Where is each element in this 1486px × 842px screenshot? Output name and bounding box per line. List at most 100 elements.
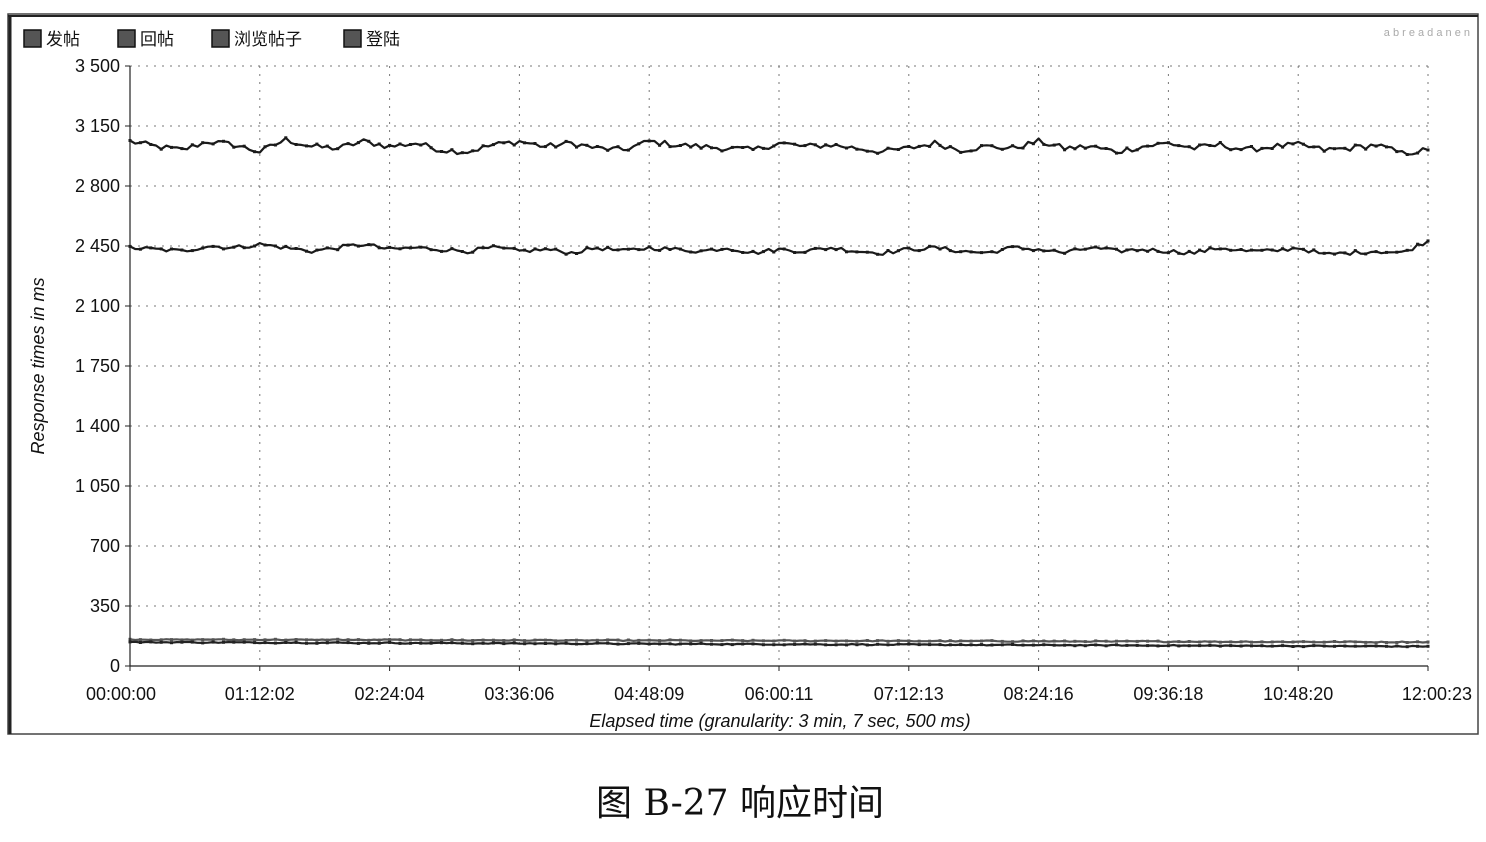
series-3-point	[149, 640, 152, 643]
series-3-point	[845, 643, 848, 646]
x-tick-label-5: 06:00:11	[745, 684, 814, 704]
series-3-point	[482, 642, 485, 645]
series-0-point	[305, 144, 308, 147]
series-2-point	[336, 638, 339, 641]
series-3-point	[357, 642, 360, 645]
series-2-point	[170, 638, 173, 641]
series-3-point	[1229, 644, 1232, 647]
series-1-point	[367, 243, 370, 246]
series-0-point	[523, 141, 526, 144]
series-3-point	[970, 643, 973, 646]
series-0-point	[772, 145, 775, 148]
series-2-point	[1157, 640, 1160, 643]
series-2-point	[939, 639, 942, 642]
series-0-point	[575, 146, 578, 149]
series-1-point	[160, 247, 163, 250]
y-tick-label-10: 0	[110, 656, 120, 676]
series-2-point	[949, 639, 952, 642]
series-0-point	[939, 144, 942, 147]
series-3-point	[772, 643, 775, 646]
series-3-point	[1136, 644, 1139, 647]
series-2-point	[513, 638, 516, 641]
x-tick-label-1: 01:12:02	[225, 684, 295, 704]
series-1-point	[679, 248, 682, 251]
series-0-point	[1094, 145, 1097, 148]
series-3-point	[1427, 645, 1430, 648]
series-2-point	[855, 640, 858, 643]
series-0-point	[1375, 145, 1378, 148]
y-tick-label-2: 2 800	[75, 176, 120, 196]
y-tick-label-6: 1 400	[75, 416, 120, 436]
series-1-point	[606, 246, 609, 249]
series-0-point	[990, 144, 993, 147]
series-0-point	[752, 148, 755, 151]
series-3-point	[544, 642, 547, 645]
legend-label-1: 回帖	[140, 30, 174, 50]
series-3-point	[783, 643, 786, 646]
series-1-point	[845, 250, 848, 253]
series-2-point	[1323, 641, 1326, 644]
x-tick-label-0: 00:00:00	[86, 684, 156, 704]
series-2-point	[1250, 641, 1253, 644]
series-0-point	[1157, 142, 1160, 145]
series-1-point	[336, 248, 339, 251]
series-0-point	[565, 140, 568, 143]
series-0-point	[284, 136, 287, 139]
series-2-point	[835, 640, 838, 643]
series-2-point	[866, 639, 869, 642]
series-3-point	[627, 642, 630, 645]
series-1-point	[1375, 250, 1378, 253]
series-3-point	[347, 641, 350, 644]
series-1-point	[814, 247, 817, 250]
series-3-point	[658, 642, 661, 645]
series-0-point	[232, 146, 235, 149]
series-0-point	[835, 143, 838, 146]
series-2-point	[700, 639, 703, 642]
series-0-point	[513, 144, 516, 147]
series-3-point	[1395, 645, 1398, 648]
series-1-point	[959, 250, 962, 253]
series-3-point	[502, 642, 505, 645]
series-2-point	[793, 640, 796, 643]
series-3-point	[689, 642, 692, 645]
series-0-point	[814, 143, 817, 146]
series-0-point	[907, 145, 910, 148]
series-3-point	[409, 642, 412, 645]
series-2-point	[1053, 640, 1056, 643]
series-3-point	[160, 641, 163, 644]
series-3-point	[399, 642, 402, 645]
series-0-point	[1115, 152, 1118, 155]
series-3-point	[814, 643, 817, 646]
series-0-point	[430, 146, 433, 149]
series-0-point	[1022, 147, 1025, 150]
series-2-point	[1136, 640, 1139, 643]
series-3-point	[1333, 645, 1336, 648]
series-2-point	[1427, 641, 1430, 644]
series-2-point	[606, 638, 609, 641]
series-1-point	[1042, 249, 1045, 252]
series-3-point	[336, 641, 339, 644]
series-2-point	[897, 639, 900, 642]
series-0-point	[783, 141, 786, 144]
y-tick-label-9: 350	[90, 596, 120, 616]
series-3-point	[305, 642, 308, 645]
series-3-point	[1073, 644, 1076, 647]
series-1-point	[502, 247, 505, 250]
series-0-point	[399, 143, 402, 146]
series-1-point	[378, 246, 381, 249]
series-2-point	[1115, 640, 1118, 643]
series-1-point	[939, 248, 942, 251]
y-tick-label-7: 1 050	[75, 476, 120, 496]
series-2-point	[326, 639, 329, 642]
series-0-point	[1333, 147, 1336, 150]
series-3-point	[1188, 644, 1191, 647]
series-0-point	[1011, 144, 1014, 147]
series-2-point	[887, 640, 890, 643]
y-tick-label-1: 3 150	[75, 116, 120, 136]
series-1-point	[1125, 249, 1128, 252]
series-0-point	[606, 149, 609, 152]
series-0-point	[534, 142, 537, 145]
series-1-point	[897, 249, 900, 252]
series-0-point	[1229, 148, 1232, 151]
series-3-point	[1125, 644, 1128, 647]
